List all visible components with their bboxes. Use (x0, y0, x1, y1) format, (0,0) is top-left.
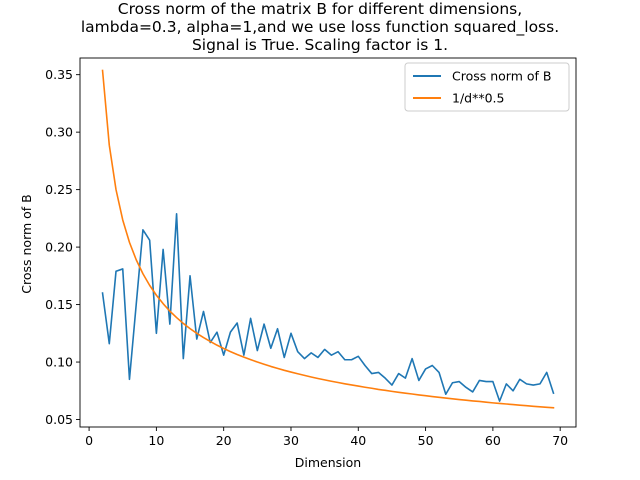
y-tick-label-3: 0.20 (45, 240, 73, 255)
x-tick-label-1: 10 (148, 433, 164, 448)
y-tick-label-4: 0.25 (45, 182, 73, 197)
y-tick-label-1: 0.10 (45, 355, 73, 370)
legend: Cross norm of B 1/d**0.5 (404, 62, 570, 112)
series-line-0 (101, 212, 555, 402)
y-tick-label-5: 0.30 (45, 125, 73, 140)
legend-label-cross-norm: Cross norm of B (452, 69, 551, 84)
chart-title-line-2: lambda=0.3, alpha=1,and we use loss func… (81, 18, 559, 37)
legend-box (404, 62, 570, 112)
x-tick-label-5: 50 (418, 433, 434, 448)
series-line-1 (101, 69, 555, 409)
legend-label-inverse-sqrt: 1/d**0.5 (452, 91, 504, 106)
y-tick-label-2: 0.15 (45, 297, 73, 312)
y-tick-label-6: 0.35 (45, 67, 73, 82)
x-tick-label-6: 60 (485, 433, 501, 448)
x-tick-label-3: 30 (283, 433, 299, 448)
y-tick-label-0: 0.05 (45, 412, 73, 427)
x-tick-label-2: 20 (216, 433, 232, 448)
chart-title-line-1: Cross norm of the matrix B for different… (118, 0, 522, 18)
x-tick-label-0: 0 (85, 433, 93, 448)
y-axis-label: Cross norm of B (19, 194, 34, 293)
x-tick-label-4: 40 (350, 433, 366, 448)
plot-area: 0 10 20 30 40 50 60 70 0.05 0.10 0.15 0.20 0.25 0.30 0… (45, 57, 577, 448)
x-tick-label-7: 70 (552, 433, 568, 448)
plot-frame (79, 57, 577, 428)
x-axis-label: Dimension (295, 455, 361, 470)
chart-title-line-3: Signal is True. Scaling factor is 1. (192, 36, 448, 54)
